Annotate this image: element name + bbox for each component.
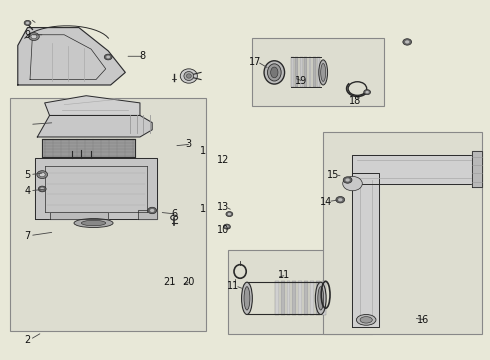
Text: 8: 8 xyxy=(139,51,146,61)
Circle shape xyxy=(148,207,157,214)
Text: 3: 3 xyxy=(186,139,192,149)
Polygon shape xyxy=(138,211,157,220)
Circle shape xyxy=(104,54,112,60)
Circle shape xyxy=(343,177,352,183)
Text: 5: 5 xyxy=(24,170,31,180)
Circle shape xyxy=(39,172,45,177)
Circle shape xyxy=(336,197,344,203)
Bar xyxy=(313,57,316,87)
Ellipse shape xyxy=(268,64,281,81)
Text: 14: 14 xyxy=(319,197,332,207)
Text: 21: 21 xyxy=(163,277,175,287)
Polygon shape xyxy=(18,28,125,85)
Text: 16: 16 xyxy=(417,315,429,325)
Circle shape xyxy=(364,90,370,95)
Polygon shape xyxy=(472,151,482,187)
Polygon shape xyxy=(45,96,140,116)
Ellipse shape xyxy=(321,63,326,81)
Bar xyxy=(10,98,206,330)
Ellipse shape xyxy=(316,282,326,315)
Circle shape xyxy=(38,186,46,192)
Bar xyxy=(318,57,320,87)
Bar xyxy=(293,281,296,315)
Bar xyxy=(291,57,294,87)
Text: 2: 2 xyxy=(24,334,31,345)
Polygon shape xyxy=(35,158,157,220)
Ellipse shape xyxy=(244,287,250,310)
Bar xyxy=(323,132,482,334)
Text: 9: 9 xyxy=(24,30,31,40)
Circle shape xyxy=(24,21,31,26)
Circle shape xyxy=(223,224,230,229)
Ellipse shape xyxy=(264,61,285,84)
Bar xyxy=(309,57,312,87)
Ellipse shape xyxy=(356,315,376,325)
Bar xyxy=(275,281,279,315)
Ellipse shape xyxy=(343,176,362,191)
Text: 18: 18 xyxy=(349,96,361,106)
Bar xyxy=(295,57,298,87)
Circle shape xyxy=(225,225,229,228)
Circle shape xyxy=(37,171,48,179)
Text: 10: 10 xyxy=(217,225,229,235)
Bar xyxy=(228,250,372,334)
Text: 15: 15 xyxy=(327,170,339,180)
Text: 4: 4 xyxy=(24,186,31,196)
Text: 11: 11 xyxy=(278,270,290,280)
Circle shape xyxy=(26,22,29,24)
Polygon shape xyxy=(352,155,477,184)
Bar xyxy=(316,281,320,315)
Ellipse shape xyxy=(242,282,252,315)
Ellipse shape xyxy=(319,60,328,85)
Ellipse shape xyxy=(81,220,106,226)
Circle shape xyxy=(228,213,231,215)
Ellipse shape xyxy=(184,72,194,81)
Polygon shape xyxy=(352,173,379,327)
Ellipse shape xyxy=(360,317,372,323)
Bar xyxy=(298,281,302,315)
Text: 1: 1 xyxy=(200,204,206,214)
Circle shape xyxy=(150,209,154,212)
Circle shape xyxy=(40,188,44,190)
Text: 6: 6 xyxy=(171,209,177,219)
Bar xyxy=(287,281,291,315)
Polygon shape xyxy=(42,139,135,157)
Circle shape xyxy=(31,35,37,39)
Text: 13: 13 xyxy=(217,202,229,212)
Ellipse shape xyxy=(180,69,197,83)
Bar xyxy=(281,281,285,315)
Text: 17: 17 xyxy=(248,57,261,67)
Ellipse shape xyxy=(318,287,324,310)
Ellipse shape xyxy=(270,67,278,78)
Circle shape xyxy=(28,33,39,41)
Circle shape xyxy=(226,212,233,217)
Text: 1: 1 xyxy=(200,146,206,156)
Text: 12: 12 xyxy=(217,155,229,165)
Polygon shape xyxy=(37,116,152,137)
Polygon shape xyxy=(49,212,108,220)
Circle shape xyxy=(403,39,412,45)
Ellipse shape xyxy=(74,219,113,228)
Bar xyxy=(304,281,308,315)
Text: 19: 19 xyxy=(295,76,307,86)
Text: 20: 20 xyxy=(183,277,195,287)
Text: 11: 11 xyxy=(227,281,239,291)
Circle shape xyxy=(366,91,369,93)
Circle shape xyxy=(405,40,410,44)
Ellipse shape xyxy=(186,74,191,78)
Circle shape xyxy=(338,198,343,201)
Bar xyxy=(310,281,314,315)
Circle shape xyxy=(345,179,350,181)
Text: 7: 7 xyxy=(24,231,31,240)
Bar xyxy=(252,39,384,107)
Bar xyxy=(304,57,307,87)
Bar xyxy=(300,57,303,87)
Bar xyxy=(322,281,326,315)
Circle shape xyxy=(106,55,110,58)
